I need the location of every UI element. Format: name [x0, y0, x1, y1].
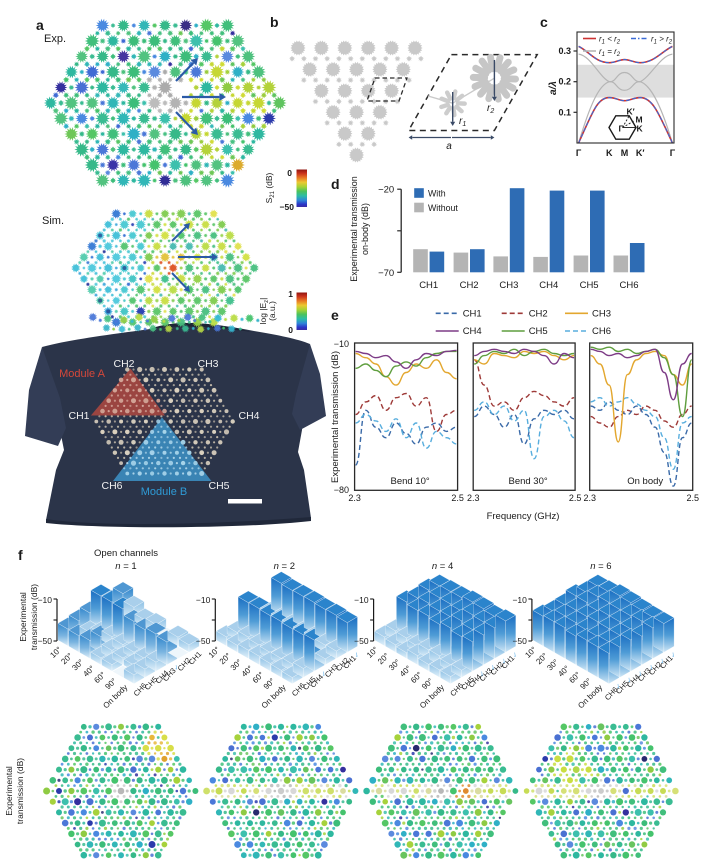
svg-text:c: c	[540, 14, 548, 30]
svg-text:Open channels: Open channels	[94, 548, 158, 559]
svg-text:CH2: CH2	[529, 309, 548, 320]
svg-text:2.3: 2.3	[467, 493, 480, 503]
svg-text:n = 4: n = 4	[432, 561, 453, 572]
svg-text:−50: −50	[354, 636, 369, 646]
svg-text:Module B: Module B	[141, 486, 187, 498]
svg-text:CH6: CH6	[592, 326, 611, 337]
svg-text:K′: K′	[627, 107, 635, 117]
svg-text:b: b	[270, 14, 279, 30]
svg-text:CH5: CH5	[208, 480, 229, 492]
svg-text:Sim.: Sim.	[42, 215, 64, 227]
svg-text:−70: −70	[378, 268, 394, 279]
svg-text:r2: r2	[487, 103, 494, 115]
svg-text:Γ: Γ	[670, 148, 676, 158]
svg-text:CH5: CH5	[580, 280, 599, 291]
svg-text:−10: −10	[512, 595, 527, 605]
svg-text:r1: r1	[459, 116, 466, 128]
svg-text:n = 6: n = 6	[590, 561, 611, 572]
svg-text:a: a	[446, 141, 452, 152]
svg-text:With: With	[428, 188, 446, 198]
svg-text:0: 0	[288, 325, 293, 335]
svg-text:log |Ez|: log |Ez|	[258, 298, 270, 325]
svg-text:−10: −10	[354, 595, 369, 605]
svg-text:−50: −50	[196, 636, 211, 646]
svg-text:−10: −10	[196, 595, 211, 605]
svg-text:CH2: CH2	[460, 280, 479, 291]
svg-text:transmission (dB): transmission (dB)	[15, 758, 25, 824]
svg-text:CH1: CH1	[68, 410, 89, 422]
svg-text:Experimental: Experimental	[18, 592, 28, 642]
svg-text:on-body (dB): on-body (dB)	[360, 203, 370, 255]
svg-text:Experimental transmission (dB): Experimental transmission (dB)	[330, 351, 341, 483]
svg-text:−50: −50	[512, 636, 527, 646]
svg-text:0: 0	[287, 168, 292, 178]
svg-text:Module A: Module A	[59, 368, 106, 380]
svg-text:Experimental transmission: Experimental transmission	[349, 176, 359, 282]
svg-text:2.3: 2.3	[583, 493, 596, 503]
svg-text:CH4: CH4	[539, 280, 558, 291]
svg-text:CH5: CH5	[529, 326, 548, 337]
svg-text:a/λ: a/λ	[548, 81, 559, 95]
svg-text:−10: −10	[334, 339, 349, 349]
svg-text:CH1: CH1	[463, 309, 482, 320]
svg-text:transmission (dB): transmission (dB)	[29, 584, 39, 650]
svg-text:CH3: CH3	[592, 309, 611, 320]
svg-text:Bend 30°: Bend 30°	[508, 476, 547, 487]
svg-text:0.2: 0.2	[558, 77, 571, 87]
svg-text:On body: On body	[627, 476, 663, 487]
svg-text:r1 = r2: r1 = r2	[599, 47, 621, 58]
svg-text:a: a	[36, 17, 44, 33]
svg-text:Bend 10°: Bend 10°	[390, 476, 429, 487]
svg-text:CH6: CH6	[619, 280, 638, 291]
svg-text:CH3: CH3	[197, 358, 218, 370]
svg-text:n = 1: n = 1	[115, 561, 136, 572]
svg-text:d: d	[331, 176, 340, 192]
svg-text:K: K	[637, 124, 644, 134]
svg-text:1: 1	[288, 289, 293, 299]
svg-text:Γ: Γ	[619, 124, 624, 134]
svg-text:f: f	[18, 547, 23, 563]
svg-text:2.3: 2.3	[348, 493, 361, 503]
svg-text:Frequency (GHz): Frequency (GHz)	[487, 511, 560, 522]
svg-text:e: e	[331, 307, 339, 323]
svg-text:(a.u.): (a.u.)	[267, 301, 277, 321]
svg-text:Exp.: Exp.	[44, 33, 66, 45]
svg-text:M: M	[636, 115, 643, 125]
svg-text:Γ: Γ	[576, 148, 582, 158]
svg-text:−50: −50	[38, 636, 53, 646]
svg-text:−80: −80	[334, 485, 349, 495]
svg-text:−20: −20	[378, 185, 394, 196]
svg-text:Without: Without	[428, 203, 458, 213]
svg-text:0.1: 0.1	[558, 107, 571, 117]
svg-text:M: M	[621, 148, 629, 158]
svg-text:n = 2: n = 2	[274, 561, 295, 572]
svg-text:CH4: CH4	[463, 326, 482, 337]
svg-text:K: K	[606, 148, 613, 158]
svg-text:r1 > r2: r1 > r2	[651, 35, 673, 46]
svg-text:K′: K′	[636, 148, 645, 158]
svg-text:r1 < r2: r1 < r2	[599, 35, 621, 46]
svg-text:CH1: CH1	[419, 280, 438, 291]
svg-text:−10: −10	[38, 595, 53, 605]
svg-text:CH6: CH6	[101, 480, 122, 492]
svg-text:2.5: 2.5	[451, 493, 464, 503]
svg-text:2.5: 2.5	[569, 493, 582, 503]
svg-text:CH4: CH4	[238, 410, 259, 422]
svg-text:CH3: CH3	[499, 280, 518, 291]
svg-text:2.5: 2.5	[686, 493, 699, 503]
svg-text:−50: −50	[280, 202, 295, 212]
svg-text:0.3: 0.3	[558, 46, 571, 56]
svg-text:Experimental: Experimental	[4, 766, 14, 816]
svg-text:CH2: CH2	[113, 358, 134, 370]
